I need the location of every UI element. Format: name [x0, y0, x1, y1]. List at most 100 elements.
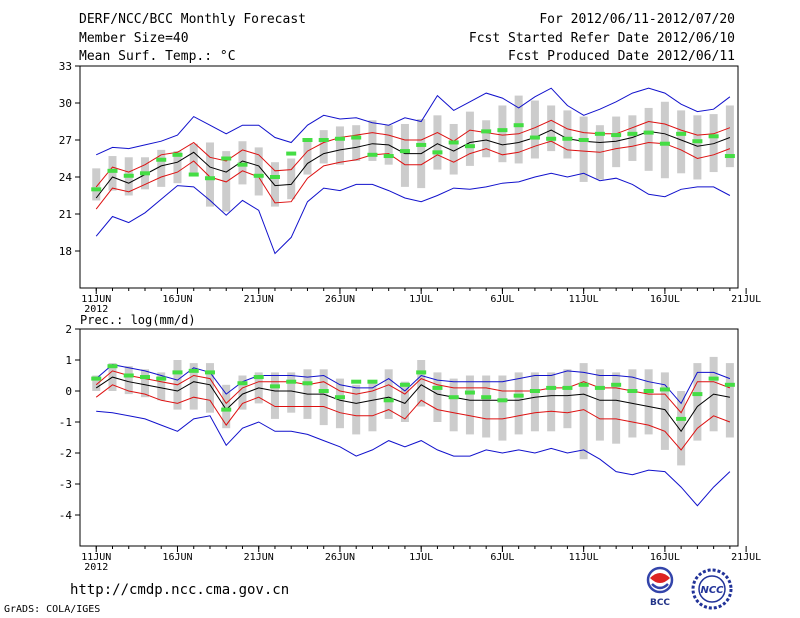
temp-x-tick-label: 1JUL [409, 294, 433, 305]
prec-range-bar [140, 369, 149, 398]
prec-range-bar [660, 372, 669, 450]
temp-control-marker [659, 141, 670, 146]
produced-date-label: Fcst Produced Date 2012/06/11 [508, 49, 735, 64]
temp-range-bar [335, 126, 344, 165]
temp-control-marker [546, 136, 557, 141]
prec-range-bar [514, 372, 523, 435]
prec-range-bar [270, 372, 279, 419]
temp-spread-lower-line [95, 140, 731, 210]
forecast-period-label: For 2012/06/11-2012/07/20 [539, 12, 735, 27]
prec-control-marker [529, 389, 540, 393]
prec-control-marker [123, 373, 134, 378]
prec-spread-lower-line [95, 384, 731, 451]
prec-control-marker [497, 398, 508, 403]
temp-range-bar [368, 120, 377, 161]
prec-range-bar [433, 372, 442, 422]
prec-range-bar [222, 384, 231, 429]
variable-label: Mean Surf. Temp.: °C [79, 49, 236, 64]
temp-control-marker [562, 136, 573, 141]
temp-range-bar [709, 114, 718, 173]
prec-control-marker [627, 389, 638, 393]
temp-control-marker [172, 152, 183, 157]
prec-ensemble-mean-line [95, 376, 730, 433]
temp-control-marker [237, 162, 248, 167]
temp-control-marker [627, 131, 638, 136]
prec-control-marker [432, 385, 443, 390]
prec-range-bar [368, 381, 377, 432]
prec-range-bar [319, 369, 328, 426]
prec-y-tick-label: -2 [59, 447, 72, 460]
temp-range-bar [173, 151, 182, 184]
temp-x-tick-label: 21JUN [244, 294, 274, 305]
prec-range-bar [417, 360, 426, 407]
prec-range-bar [547, 372, 556, 432]
prec-range-bar [287, 372, 296, 413]
grads-credit: GrADS: COLA/IGES [4, 604, 101, 615]
prec-control-marker [708, 376, 719, 381]
temp-range-bar [530, 100, 539, 159]
temp-control-marker [708, 134, 719, 139]
temp-control-marker [643, 130, 654, 135]
prec-control-marker [188, 368, 199, 373]
prec-control-marker [594, 385, 605, 390]
temp-y-tick-label: 33 [59, 60, 72, 73]
temp-control-marker [351, 135, 362, 140]
temp-range-bar [563, 110, 572, 159]
temp-range-bar [157, 149, 166, 187]
prec-control-marker [659, 387, 670, 392]
prec-y-tick-label: 0 [65, 385, 72, 398]
temp-range-bar [514, 95, 523, 164]
prec-range-bar [335, 378, 344, 429]
prec-control-marker [204, 370, 215, 375]
prec-range-bar [644, 369, 653, 435]
prec-range-bar [352, 384, 361, 435]
member-size-label: Member Size=40 [79, 31, 189, 46]
temp-y-tick-label: 27 [59, 134, 72, 147]
temp-control-marker [139, 171, 150, 176]
temp-spread-upper-line [95, 119, 731, 188]
prec-control-marker [562, 385, 573, 390]
temp-control-marker [91, 187, 102, 192]
prec-range-bar [595, 369, 604, 441]
temp-y-tick-label: 30 [59, 97, 72, 110]
prec-control-marker [611, 382, 622, 387]
temp-range-bar [498, 105, 507, 163]
prec-panel-title: Prec.: log(mm/d) [80, 313, 196, 327]
prec-control-marker [367, 379, 378, 384]
temp-control-marker [302, 138, 313, 142]
prec-range-bar [92, 375, 101, 391]
prec-control-marker [399, 382, 410, 387]
temp-control-marker [204, 176, 215, 181]
prec-control-marker [107, 364, 118, 369]
prec-control-marker [334, 395, 345, 400]
temp-range-bar [189, 143, 198, 175]
source-url[interactable]: http://cmdp.ncc.cma.gov.cn [70, 582, 290, 598]
prec-range-bar [205, 363, 214, 413]
temp-y-tick-label: 24 [59, 171, 73, 184]
temp-range-bar [352, 125, 361, 161]
prec-y-tick-label: 1 [65, 354, 72, 367]
temp-range-bar [612, 116, 621, 168]
temp-range-bar [465, 111, 474, 166]
prec-y-tick-label: -4 [59, 509, 73, 522]
prec-range-bar [482, 375, 491, 438]
temp-range-bar [319, 130, 328, 164]
temp-x-tick-label: 26JUN [325, 294, 355, 305]
temp-control-marker [156, 157, 167, 162]
prec-x-tick-label: 16JUN [162, 552, 192, 563]
prec-control-marker [692, 392, 703, 397]
temp-range-bar [449, 123, 458, 175]
prec-control-marker [302, 381, 313, 386]
prec-control-marker [546, 385, 557, 390]
prec-control-marker [416, 370, 427, 375]
temp-control-marker [529, 135, 540, 140]
prec-spread-upper-line [95, 370, 731, 414]
prec-control-marker [221, 407, 232, 412]
temp-y-tick-label: 18 [59, 245, 72, 258]
prec-control-marker [383, 398, 394, 403]
temp-x-tick-label: 11JUN [81, 294, 111, 305]
temp-range-bar [433, 115, 442, 170]
temp-control-marker [334, 136, 345, 141]
temp-control-marker [611, 133, 622, 138]
